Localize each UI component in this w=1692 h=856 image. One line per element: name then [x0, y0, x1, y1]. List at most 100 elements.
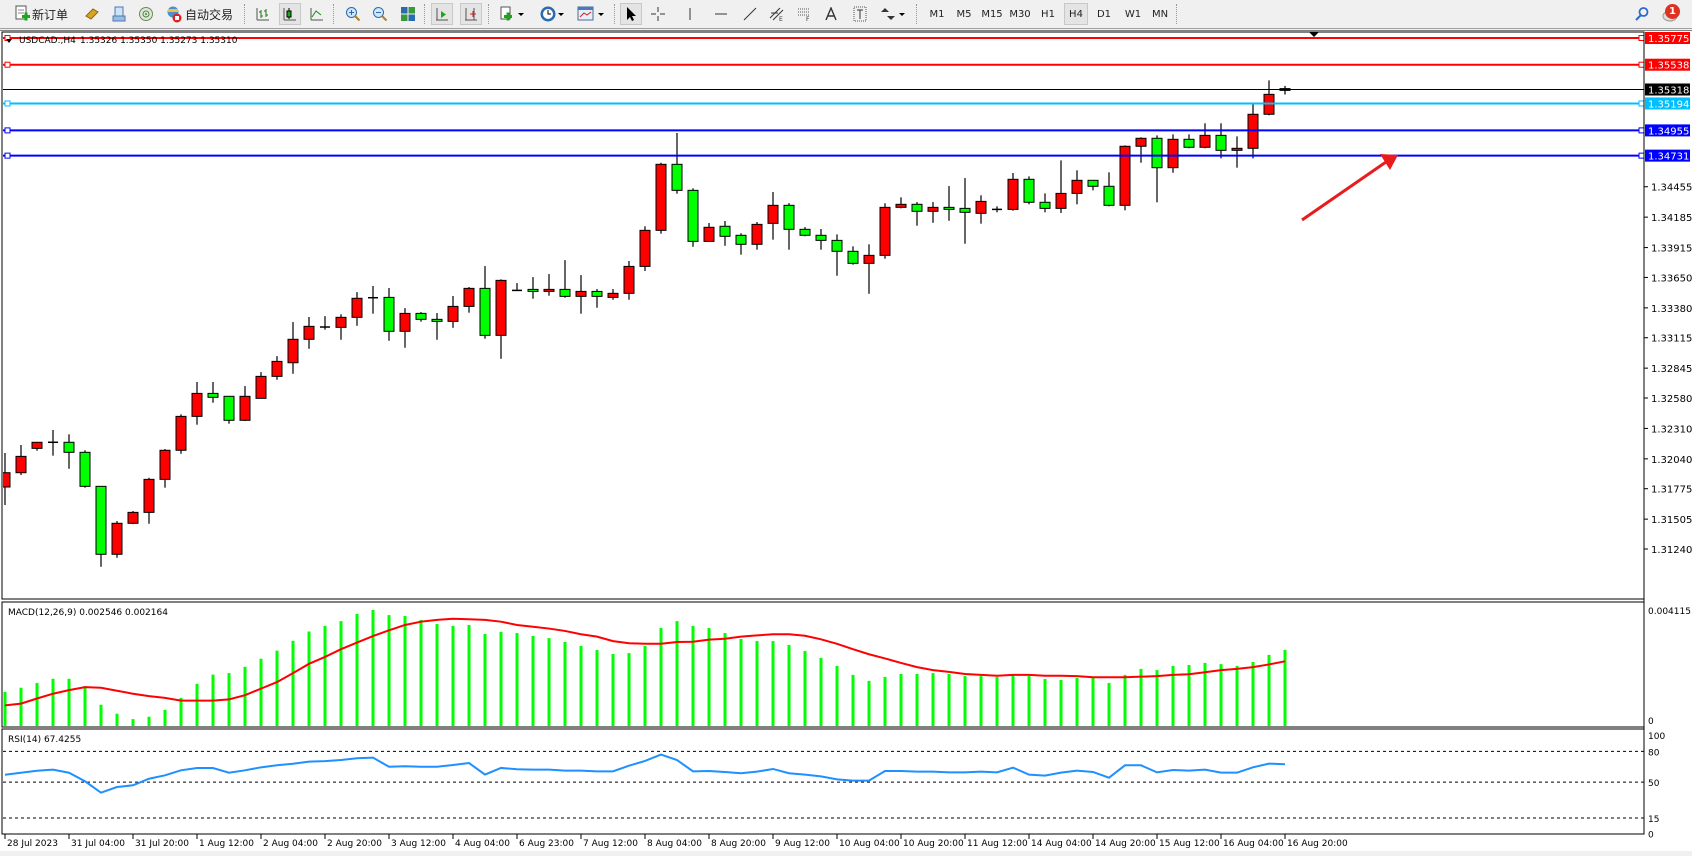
price-axis-label: 1.31775 — [1651, 485, 1692, 496]
line-handle[interactable] — [4, 100, 11, 107]
timeframe-mn[interactable]: MN — [1151, 8, 1169, 20]
line-handle[interactable] — [1638, 61, 1645, 68]
chart-shift-icon — [465, 8, 477, 21]
rsi-line — [4, 753, 1286, 794]
rsi-axis-label: 0 — [1648, 830, 1654, 840]
rsi-axis-label: 80 — [1648, 748, 1660, 758]
chart-symbol-label: USDCAD.,H4 — [19, 36, 76, 46]
timeframe-m15[interactable]: M15 — [981, 8, 1003, 20]
candle-body — [1151, 137, 1163, 169]
chart-shift-marker-icon[interactable] — [1309, 32, 1319, 37]
zoom-in-button[interactable] — [343, 3, 363, 25]
macd-histogram-bar — [1011, 673, 1015, 726]
timeframe-m1[interactable]: M1 — [929, 8, 945, 20]
macd-histogram-bar — [1139, 668, 1143, 726]
time-axis-label: 6 Aug 23:00 — [519, 839, 574, 849]
candle-body — [1199, 134, 1211, 148]
auto-scroll-button[interactable] — [431, 3, 453, 25]
macd-histogram-bar — [787, 644, 791, 726]
indicators-icon — [500, 6, 524, 21]
line-handle[interactable] — [1638, 100, 1645, 107]
zoom-in-icon — [346, 7, 361, 22]
line-chart-button[interactable] — [307, 3, 327, 25]
text-label-tool[interactable] — [850, 3, 870, 25]
chart-shift-button[interactable] — [460, 3, 482, 25]
macd-histogram-bar — [67, 678, 71, 726]
rsi-pane[interactable] — [1, 728, 1645, 835]
auto-trading-button[interactable]: 自动交易 — [162, 3, 236, 25]
toolbar-separator — [1176, 4, 1179, 24]
data-window-button[interactable] — [109, 3, 129, 25]
timeframe-m30[interactable]: M30 — [1009, 8, 1031, 20]
chart-window[interactable]: 1.34455 1.34185 1.33915 1.33650 1.33380 1.331… — [0, 30, 1692, 853]
candle-body — [591, 290, 603, 297]
vertical-line-tool[interactable] — [680, 3, 700, 25]
macd-histogram-bar — [1251, 662, 1255, 726]
search-icon — [1635, 7, 1649, 21]
cursor-tool[interactable] — [620, 3, 642, 25]
bar-chart-button[interactable] — [253, 3, 273, 25]
macd-histogram-bar — [803, 650, 807, 726]
chart-canvas[interactable]: 1.34455 1.34185 1.33915 1.33650 1.33380 1.331… — [0, 31, 1692, 853]
macd-histogram-bar — [195, 683, 199, 726]
trendline-tool[interactable] — [740, 3, 760, 25]
crosshair-tool[interactable] — [648, 3, 668, 25]
line-handle[interactable] — [4, 152, 11, 159]
candle-body — [287, 338, 299, 364]
macd-histogram-bar — [595, 650, 599, 726]
timeframe-h1[interactable]: H1 — [1041, 8, 1055, 20]
macd-histogram-bar — [611, 653, 615, 726]
timeframe-w1[interactable]: W1 — [1124, 8, 1142, 20]
candle-body — [719, 225, 731, 237]
price-flag-label: 1.35194 — [1648, 99, 1689, 110]
time-axis-label: 8 Aug 20:00 — [711, 839, 766, 849]
macd-histogram-bar — [1059, 679, 1063, 726]
timeframe-h4[interactable]: H4 — [1064, 3, 1088, 25]
candle-body — [1071, 179, 1083, 194]
macd-pane[interactable] — [1, 601, 1645, 728]
tile-windows-button[interactable] — [398, 3, 418, 25]
market-watch-button[interactable] — [82, 3, 102, 25]
navigator-button[interactable] — [136, 3, 156, 25]
line-chart-icon — [310, 8, 323, 21]
macd-histogram-bar — [1235, 665, 1239, 726]
horizontal-line-tool[interactable] — [711, 3, 731, 25]
candle-body — [607, 292, 619, 298]
line-handle[interactable] — [1638, 35, 1645, 42]
line-handle[interactable] — [4, 61, 11, 68]
candle-body — [1039, 201, 1051, 209]
svg-text:F: F — [806, 16, 810, 22]
macd-histogram-bar — [371, 610, 375, 726]
main-pane[interactable] — [1, 31, 1645, 600]
candle-body — [1231, 147, 1243, 151]
new-order-button[interactable]: 新订单 — [8, 3, 74, 25]
fibonacci-tool[interactable]: F — [794, 3, 814, 25]
zoom-out-button[interactable] — [370, 3, 390, 25]
periods-dropdown[interactable] — [535, 3, 569, 25]
macd-histogram-bar — [3, 691, 7, 726]
chart-menu-triangle-icon[interactable] — [6, 39, 12, 43]
indicators-dropdown[interactable] — [495, 3, 529, 25]
candlestick-chart-button[interactable] — [279, 3, 301, 25]
trend-arrow-head-icon[interactable] — [1380, 154, 1398, 170]
text-tool[interactable] — [821, 3, 841, 25]
macd-histogram-bar — [739, 639, 743, 726]
candle-body — [399, 312, 411, 332]
line-handle[interactable] — [1638, 127, 1645, 134]
candle-body — [703, 226, 715, 242]
line-handle[interactable] — [1638, 152, 1645, 159]
candle-body — [687, 189, 699, 242]
templates-dropdown[interactable] — [573, 3, 609, 25]
search-button[interactable] — [1632, 3, 1652, 25]
line-handle[interactable] — [4, 127, 11, 134]
trendline-icon — [743, 7, 757, 21]
timeframe-d1[interactable]: D1 — [1096, 8, 1112, 20]
timeframe-m5[interactable]: M5 — [956, 8, 972, 20]
macd-histogram-bar — [675, 621, 679, 726]
trend-arrow-line[interactable] — [1301, 160, 1387, 222]
candle-body — [959, 207, 971, 213]
arrows-dropdown[interactable] — [877, 3, 909, 25]
macd-histogram-bar — [1155, 670, 1159, 726]
macd-signal-line — [4, 617, 1286, 707]
equidistant-channel-tool[interactable]: E — [767, 3, 787, 25]
